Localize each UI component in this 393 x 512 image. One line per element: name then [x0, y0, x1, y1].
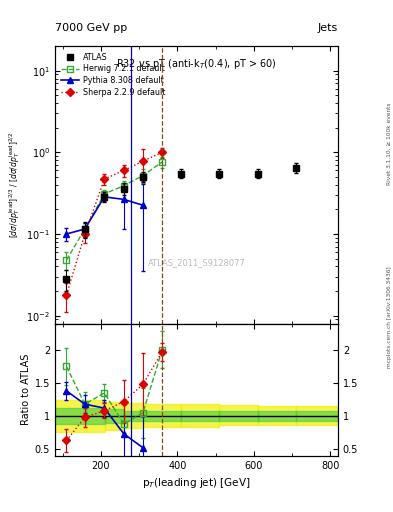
Legend: ATLAS, Herwig 7.2.1 default, Pythia 8.308 default, Sherpa 2.2.9 default: ATLAS, Herwig 7.2.1 default, Pythia 8.30…: [59, 50, 168, 99]
Text: 7000 GeV pp: 7000 GeV pp: [55, 23, 127, 33]
Text: mcplots.cern.ch [arXiv:1306.3436]: mcplots.cern.ch [arXiv:1306.3436]: [387, 267, 392, 368]
X-axis label: p$_T$(leading jet) [GeV]: p$_T$(leading jet) [GeV]: [142, 476, 251, 490]
Text: R32 vs pT (anti-k$_T$(0.4), pT > 60): R32 vs pT (anti-k$_T$(0.4), pT > 60): [116, 57, 277, 71]
Y-axis label: Ratio to ATLAS: Ratio to ATLAS: [20, 354, 31, 425]
Y-axis label: $[d\sigma/dp_T^{\rm lead}]^{2/3}$ / $[d\sigma/dp_T^{\rm lead}]^{2/2}$: $[d\sigma/dp_T^{\rm lead}]^{2/3}$ / $[d\…: [7, 132, 22, 238]
Text: Rivet 3.1.10, ≥ 100k events: Rivet 3.1.10, ≥ 100k events: [387, 102, 392, 185]
Text: Jets: Jets: [318, 23, 338, 33]
Text: ATLAS_2011_S9128077: ATLAS_2011_S9128077: [147, 258, 246, 267]
